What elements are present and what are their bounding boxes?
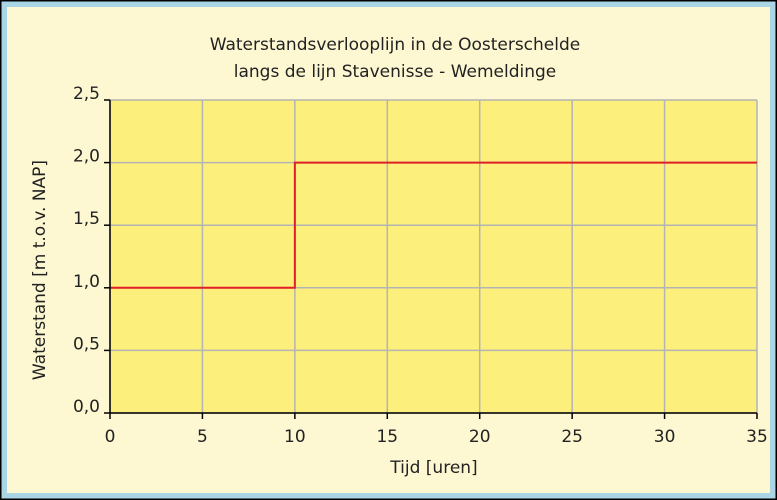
marks [110, 161, 757, 289]
y-tick-label: 2,5 [73, 84, 100, 104]
chart-title: Waterstandsverlooplijn in de Oosterschel… [210, 35, 581, 55]
y-tick-label: 1,0 [73, 272, 100, 292]
x-tick-label: 30 [654, 427, 676, 447]
y-tick-label: 2,0 [73, 147, 100, 167]
x-tick-label: 25 [561, 427, 583, 447]
x-tick-label: 15 [376, 427, 398, 447]
data-line [110, 161, 757, 289]
plot-area [110, 100, 757, 413]
chart-title: langs de lijn Stavenisse - Wemeldinge [234, 62, 557, 82]
y-axis-label: Waterstand [m t.o.v. NAP] [30, 160, 50, 380]
x-tick-label: 20 [469, 427, 491, 447]
x-tick-label: 5 [197, 427, 208, 447]
y-tick-label: 1,5 [73, 209, 100, 229]
y-tick-label: 0,0 [73, 397, 100, 417]
x-tick-label: 35 [746, 427, 768, 447]
x-axis-label: Tijd [uren] [389, 458, 477, 478]
y-tick-label: 0,5 [73, 334, 100, 354]
tick-labels: 0,0 0,5 1,0 1,5 2,0 2,5 0 5 10 15 20 25 30 35 [73, 84, 768, 447]
x-tick-label: 0 [105, 427, 116, 447]
x-tick-label: 10 [284, 427, 306, 447]
